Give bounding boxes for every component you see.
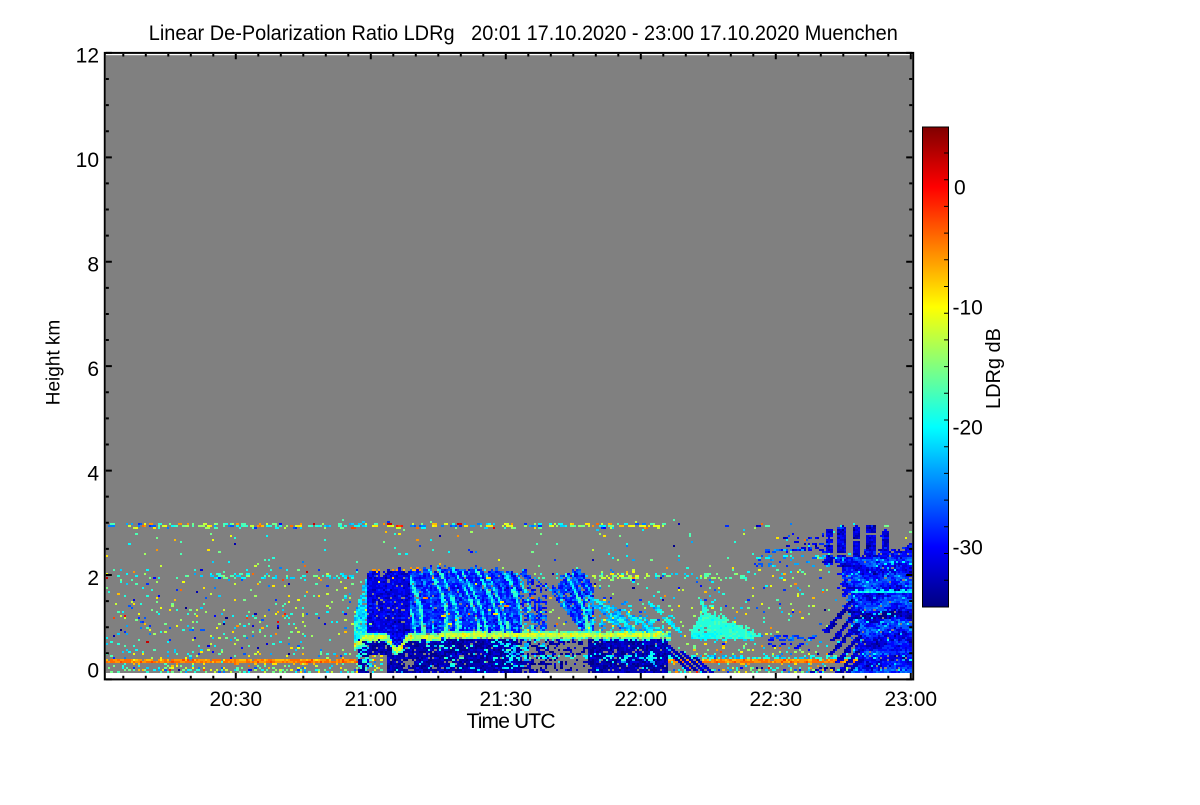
svg-text:-10: -10 bbox=[953, 297, 983, 320]
svg-text:21:30: 21:30 bbox=[480, 688, 533, 711]
svg-text:2: 2 bbox=[87, 567, 99, 590]
svg-text:Time UTC: Time UTC bbox=[467, 710, 556, 733]
svg-text:23:00: 23:00 bbox=[885, 688, 938, 711]
svg-text:6: 6 bbox=[87, 358, 99, 381]
svg-text:22:30: 22:30 bbox=[750, 688, 803, 711]
svg-text:10: 10 bbox=[76, 149, 99, 172]
svg-text:-20: -20 bbox=[953, 417, 983, 440]
svg-text:Height km: Height km bbox=[44, 320, 65, 406]
svg-text:21:00: 21:00 bbox=[345, 688, 398, 711]
svg-text:8: 8 bbox=[87, 254, 99, 277]
svg-text:4: 4 bbox=[87, 462, 99, 485]
svg-text:Linear De-Polarization Ratio L: Linear De-Polarization Ratio LDRg 20:01 … bbox=[149, 22, 898, 45]
svg-text:0: 0 bbox=[954, 177, 966, 200]
svg-text:12: 12 bbox=[76, 45, 99, 68]
svg-text:0: 0 bbox=[87, 659, 99, 682]
svg-text:-30: -30 bbox=[953, 537, 983, 560]
svg-text:LDRg dB: LDRg dB bbox=[983, 328, 1005, 409]
svg-text:22:00: 22:00 bbox=[615, 688, 668, 711]
svg-text:20:30: 20:30 bbox=[210, 688, 263, 711]
